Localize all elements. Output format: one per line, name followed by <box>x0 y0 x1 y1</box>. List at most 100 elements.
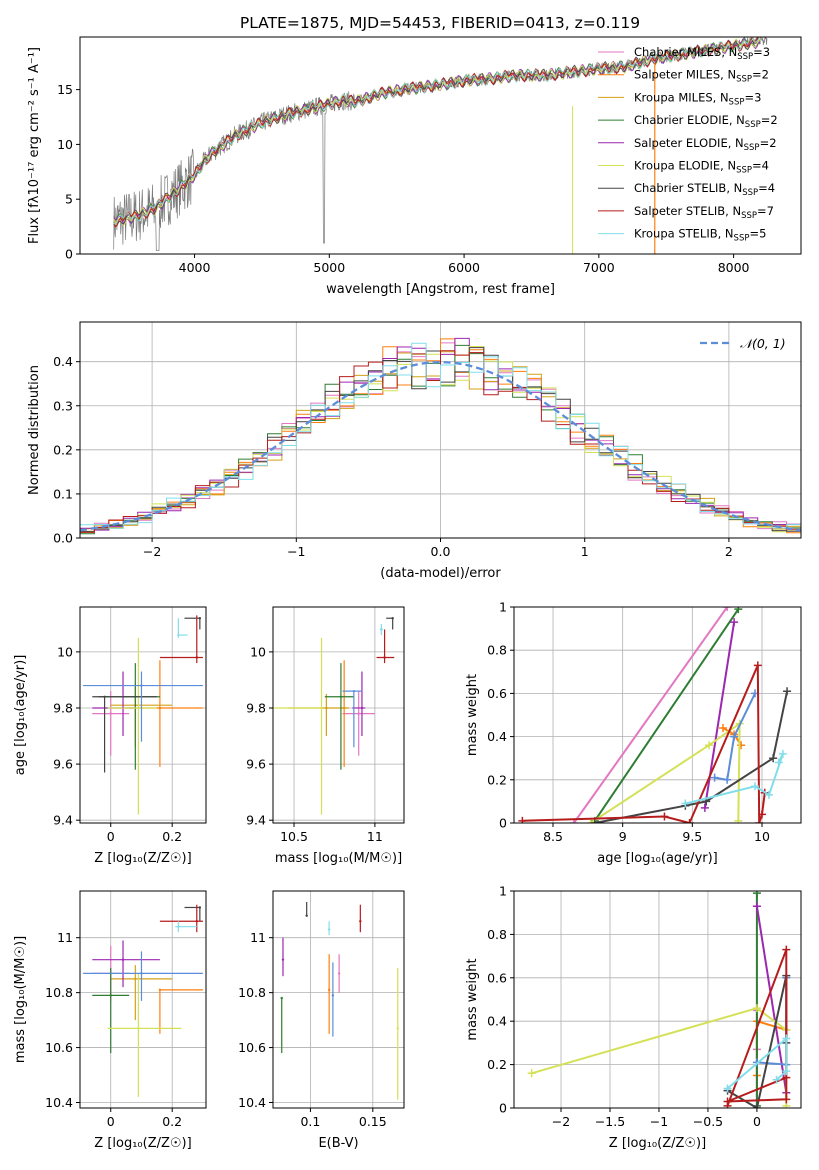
y-tick-label: 11 <box>250 930 266 945</box>
errorbar-point-kroupa_elodie <box>107 973 182 1098</box>
data-point <box>327 988 331 992</box>
weight-line-salpeter_elodie <box>755 906 788 1093</box>
data-point <box>352 689 356 693</box>
weight-line-kroupa_elodie <box>590 721 741 823</box>
age-vs-mass-axes: 10.5 11 9.4 9.6 9.8 10 mass [log₁₀(M/M☉)] <box>246 606 405 866</box>
data-point <box>305 914 308 917</box>
x-tick-label: 8.5 <box>543 829 563 844</box>
axes-frame <box>272 890 405 1109</box>
errorbar-point-salpeter_miles <box>129 660 203 767</box>
mass-vs-ebv-axes: 0.1 0.15 10.6 10.8 11 10.4 E(B-V) <box>238 890 405 1151</box>
plot-area <box>113 37 768 254</box>
weight-marker <box>710 773 719 782</box>
model-spectrum-salpeter_stelib <box>113 37 761 228</box>
x-tick-label: 9 <box>619 829 627 844</box>
data-point <box>396 1027 399 1030</box>
data-point <box>357 712 360 715</box>
y-tick-label: 0.2 <box>487 772 507 787</box>
weight-marker <box>751 782 760 791</box>
errorbar-point-kroupa_stelib <box>177 618 188 638</box>
errorbar-point-gauss <box>83 951 203 1001</box>
legend-label: Kroupa MILES, NSSP=3 <box>634 90 761 107</box>
x-tick-label: 0 <box>107 829 115 844</box>
y-tick-label: 0.4 <box>487 1014 507 1029</box>
figure-title: PLATE=1875, MJD=54453, FIBERID=0413, z=0… <box>240 14 640 32</box>
data-point <box>158 988 162 992</box>
axes-frame <box>513 606 802 824</box>
x-tick-label: 0.2 <box>162 829 182 844</box>
y-tick-label: 9.4 <box>246 813 266 828</box>
weight-marker <box>764 790 773 799</box>
model-spectrum-chabrier_elodie <box>113 37 761 225</box>
axes-frame <box>79 890 207 1109</box>
data-point <box>177 633 180 637</box>
x-axis-label: (data-model)/error <box>380 566 501 581</box>
weight-marker <box>705 741 714 750</box>
data-point <box>327 928 331 931</box>
x-axis-label: age [log₁₀(age/yr)] <box>597 851 718 866</box>
y-tick-label: 5 <box>65 192 73 207</box>
x-tick-label: 10 <box>754 829 770 844</box>
errorbar-point-kroupa_stelib <box>379 623 383 636</box>
weight-marker <box>718 723 727 732</box>
y-tick-label: 10 <box>57 137 73 152</box>
legend: 𝒩(0, 1) <box>700 336 786 351</box>
errorbar-point-chabrier_stelib <box>92 695 157 773</box>
errorbar-point-kroupa_elodie <box>273 637 323 815</box>
plot-area <box>518 607 792 823</box>
y-tick-label: 0 <box>499 816 507 831</box>
y-tick-label: 0.6 <box>487 686 507 701</box>
y-tick-label: 0.4 <box>487 729 507 744</box>
errorbar-point-chabrier_elodie <box>280 996 283 1054</box>
legend-label: Kroupa ELODIE, NSSP=4 <box>634 159 769 176</box>
errorbar-point-gauss <box>331 962 335 1037</box>
plot-area <box>273 617 395 815</box>
x-tick-label: 8000 <box>718 260 750 275</box>
model-spectrum-chabrier_stelib <box>113 37 759 227</box>
data-point <box>158 706 162 710</box>
y-tick-label: 0.2 <box>487 1057 507 1072</box>
x-tick-label: 7000 <box>583 260 615 275</box>
data-point <box>137 706 140 710</box>
weight-marker <box>660 812 669 821</box>
data-point <box>134 977 137 981</box>
errorbar-point-kroupa_miles <box>287 693 350 737</box>
data-point <box>195 656 198 659</box>
y-tick-label: 0.8 <box>487 643 507 658</box>
y-tick-label: 0.0 <box>53 531 73 546</box>
y-axis-label: mass weight <box>465 674 480 756</box>
x-tick-label: −0.5 <box>693 1114 723 1129</box>
weight-marker <box>783 687 792 696</box>
x-tick-label: 2 <box>725 544 733 559</box>
weight-marker <box>752 1004 761 1013</box>
y-tick-label: 1 <box>499 884 507 899</box>
errorbar-point-chabrier_miles <box>337 954 341 993</box>
y-tick-label: 0.6 <box>487 970 507 985</box>
plot-area <box>280 901 399 1100</box>
x-axis-label: wavelength [Angstrom, rest frame] <box>326 282 555 297</box>
y-tick-label: 10.8 <box>45 985 73 1000</box>
weight-marker <box>590 819 599 823</box>
y-tick-label: 0.8 <box>487 927 507 942</box>
weight-marker <box>752 902 761 911</box>
weight-line-chabrier_miles <box>573 607 729 823</box>
y-axis-label: age [log₁₀(age/yr)] <box>13 655 28 776</box>
legend: Chabrier MILES, NSSP=3 Salpeter MILES, NS… <box>598 45 778 244</box>
normal-distribution-curve <box>80 360 801 532</box>
x-tick-label: 0.2 <box>162 1114 182 1129</box>
weight-marker <box>723 775 732 784</box>
y-tick-label: 15 <box>57 82 73 97</box>
errorbar-point-kroupa_stelib <box>327 921 331 935</box>
errorbar-point-chabrier_miles <box>342 691 375 756</box>
weight-marker <box>752 891 761 898</box>
y-tick-label: 0.2 <box>53 442 73 457</box>
data-point <box>359 920 362 923</box>
model-spectrum-kroupa_miles <box>113 37 761 224</box>
errorbar-point-salpeter_miles <box>327 954 331 1034</box>
model-spectrum-kroupa_stelib <box>113 37 761 226</box>
data-point <box>325 706 328 710</box>
data-point <box>121 958 125 961</box>
legend-label: Salpeter MILES, NSSP=2 <box>634 68 769 85</box>
legend-label: Kroupa STELIB, NSSP=5 <box>634 227 766 244</box>
